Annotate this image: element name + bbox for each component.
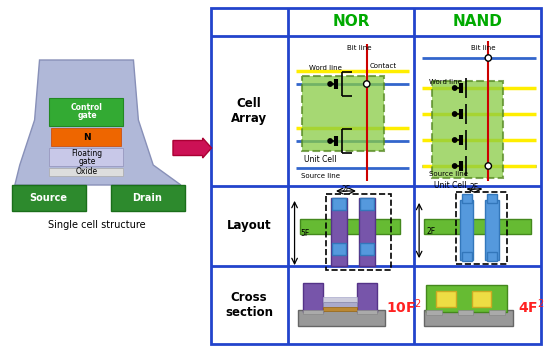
Circle shape [485, 55, 492, 61]
Text: N: N [83, 133, 91, 142]
Bar [12, 185, 86, 211]
Bar [300, 219, 400, 234]
Circle shape [328, 82, 332, 86]
Text: NAND: NAND [453, 15, 502, 30]
Bar [436, 291, 456, 307]
Bar [331, 198, 347, 266]
Text: 2F: 2F [342, 184, 350, 193]
Text: 2F: 2F [426, 227, 435, 236]
Bar [487, 194, 497, 203]
Bar [426, 285, 507, 312]
Circle shape [453, 86, 457, 90]
Bar [461, 194, 471, 203]
Text: Single cell structure: Single cell structure [48, 220, 146, 230]
Bar [360, 198, 373, 210]
Bar [460, 200, 474, 260]
Text: Layout: Layout [227, 220, 271, 232]
Bar [304, 283, 323, 312]
Bar [51, 128, 120, 146]
Bar [211, 8, 541, 344]
Text: Oxide: Oxide [76, 167, 98, 176]
Circle shape [453, 164, 457, 168]
Bar [485, 200, 499, 260]
Bar [357, 283, 377, 312]
Bar [458, 310, 474, 315]
Bar [359, 198, 375, 266]
Text: Contact: Contact [369, 63, 397, 69]
Bar [302, 76, 383, 151]
Bar [50, 168, 123, 176]
Bar [304, 310, 323, 314]
Bar [471, 291, 491, 307]
Polygon shape [15, 60, 181, 185]
Text: Floating: Floating [72, 149, 102, 158]
Text: 10F$^2$: 10F$^2$ [387, 298, 422, 316]
Circle shape [364, 81, 370, 87]
Circle shape [453, 138, 457, 142]
Bar [461, 252, 471, 261]
Bar [332, 198, 346, 210]
Text: 5F: 5F [300, 229, 310, 238]
Text: gate: gate [78, 157, 96, 166]
Bar [487, 252, 497, 261]
Bar [323, 297, 357, 302]
FancyArrow shape [173, 138, 212, 158]
Text: Control: Control [71, 103, 103, 111]
Circle shape [328, 139, 332, 143]
Bar [332, 243, 346, 255]
Bar [111, 185, 185, 211]
Bar [50, 148, 123, 166]
Bar [323, 302, 357, 307]
Text: 2F: 2F [470, 182, 479, 191]
Bar [432, 81, 503, 178]
Bar [357, 310, 377, 314]
Bar [456, 192, 507, 264]
Bar [326, 194, 392, 270]
Text: NOR: NOR [332, 15, 370, 30]
Text: Bit line: Bit line [346, 45, 371, 51]
Text: Bit line: Bit line [471, 45, 496, 51]
Bar [360, 243, 373, 255]
Bar [424, 310, 513, 326]
Circle shape [453, 112, 457, 116]
Text: gate: gate [77, 111, 97, 120]
Text: Unit Cell: Unit Cell [434, 182, 466, 190]
Bar [424, 219, 531, 234]
Text: Word line: Word line [310, 65, 342, 71]
Text: Drain: Drain [133, 193, 162, 203]
Text: Source line: Source line [429, 171, 468, 177]
Bar [426, 310, 442, 315]
Text: Cross
section: Cross section [225, 291, 273, 319]
Text: 4F$^2$: 4F$^2$ [518, 298, 544, 316]
Text: Source line: Source line [301, 173, 340, 179]
Text: Source: Source [30, 193, 68, 203]
Circle shape [485, 163, 492, 169]
Text: Unit Cell: Unit Cell [305, 155, 337, 164]
Bar [298, 310, 384, 326]
Bar [490, 310, 505, 315]
Bar [323, 307, 357, 311]
Text: Word line: Word line [429, 79, 462, 85]
Bar [50, 98, 123, 126]
Text: Cell
Array: Cell Array [231, 97, 267, 125]
